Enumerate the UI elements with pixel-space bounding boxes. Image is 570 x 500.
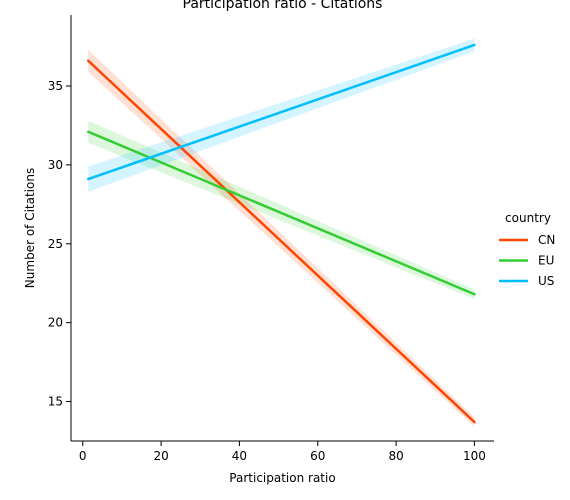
x-ticks: 0 20 40 60 80 100 xyxy=(79,441,486,463)
series-line-us xyxy=(86,43,476,181)
legend-title: country xyxy=(505,211,551,225)
series-line-cn xyxy=(86,59,476,424)
band-us xyxy=(88,38,475,192)
x-axis-label: Participation ratio xyxy=(229,471,335,485)
y-tick-label-1: 20 xyxy=(48,316,63,330)
chart-title: Participation ratio - Citations xyxy=(183,0,383,12)
y-tick-label-3: 30 xyxy=(48,158,63,172)
legend-items: CN EU US xyxy=(499,233,555,288)
y-tick-label-0: 15 xyxy=(48,395,63,409)
x-tick-label-1: 20 xyxy=(153,449,168,463)
x-tick-label-3: 60 xyxy=(310,449,325,463)
x-tick-label-4: 80 xyxy=(388,449,403,463)
legend: country CN EU US xyxy=(499,211,555,288)
series-lines xyxy=(86,43,476,424)
legend-label-cn: CN xyxy=(538,233,555,247)
y-ticks: 15 20 25 30 35 xyxy=(48,79,71,409)
y-tick-label-2: 25 xyxy=(48,237,63,251)
legend-label-us: US xyxy=(538,274,554,288)
legend-label-eu: EU xyxy=(538,254,554,268)
series-line-eu xyxy=(86,130,476,296)
y-tick-label-4: 35 xyxy=(48,79,63,93)
x-tick-label-5: 100 xyxy=(463,449,486,463)
y-axis-label: Number of Citations xyxy=(23,168,37,288)
x-tick-label-2: 40 xyxy=(232,449,247,463)
x-tick-label-0: 0 xyxy=(79,449,87,463)
